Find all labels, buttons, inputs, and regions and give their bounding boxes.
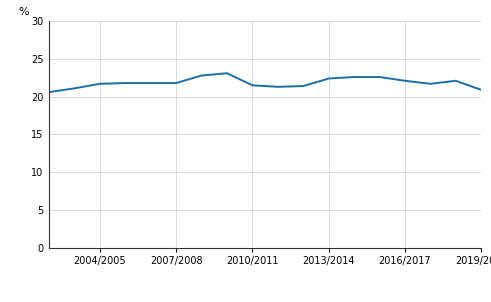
- Text: %: %: [19, 7, 29, 17]
